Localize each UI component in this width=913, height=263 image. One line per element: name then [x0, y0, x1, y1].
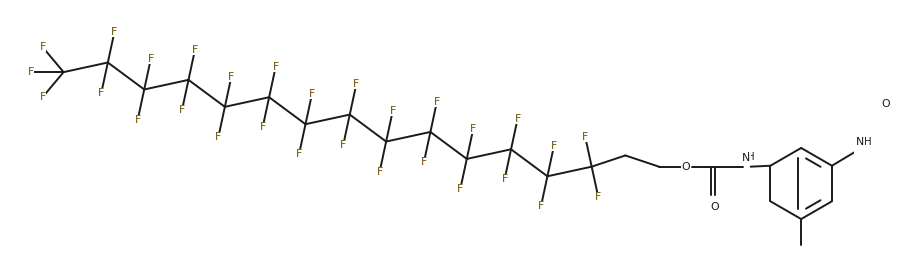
Text: F: F [272, 62, 278, 72]
Text: F: F [134, 115, 141, 125]
Text: F: F [551, 141, 557, 151]
Text: F: F [228, 72, 235, 82]
Text: F: F [148, 54, 154, 64]
Text: F: F [376, 167, 383, 177]
Text: F: F [111, 27, 118, 37]
Text: F: F [39, 92, 46, 102]
Text: O: O [681, 162, 689, 172]
Text: F: F [215, 132, 222, 142]
Text: H: H [864, 137, 871, 147]
Text: F: F [259, 122, 266, 132]
Text: F: F [353, 79, 360, 89]
Text: N: N [856, 137, 865, 147]
Text: F: F [179, 105, 185, 115]
Text: F: F [341, 140, 346, 150]
Text: F: F [514, 114, 520, 124]
Text: F: F [192, 45, 198, 55]
Text: F: F [434, 97, 440, 107]
Text: O: O [711, 202, 719, 212]
Text: F: F [457, 184, 464, 194]
Text: F: F [421, 157, 427, 167]
Text: F: F [309, 89, 315, 99]
Text: F: F [538, 201, 544, 211]
Text: F: F [595, 192, 602, 202]
Text: N: N [742, 153, 750, 163]
Text: O: O [881, 99, 889, 109]
Text: F: F [470, 124, 477, 134]
Text: F: F [296, 149, 302, 159]
Text: F: F [390, 107, 395, 117]
Text: H: H [747, 152, 754, 162]
Text: F: F [27, 67, 34, 77]
Text: F: F [501, 174, 508, 184]
Text: F: F [99, 88, 104, 98]
Text: F: F [582, 132, 588, 141]
Text: F: F [39, 42, 46, 52]
